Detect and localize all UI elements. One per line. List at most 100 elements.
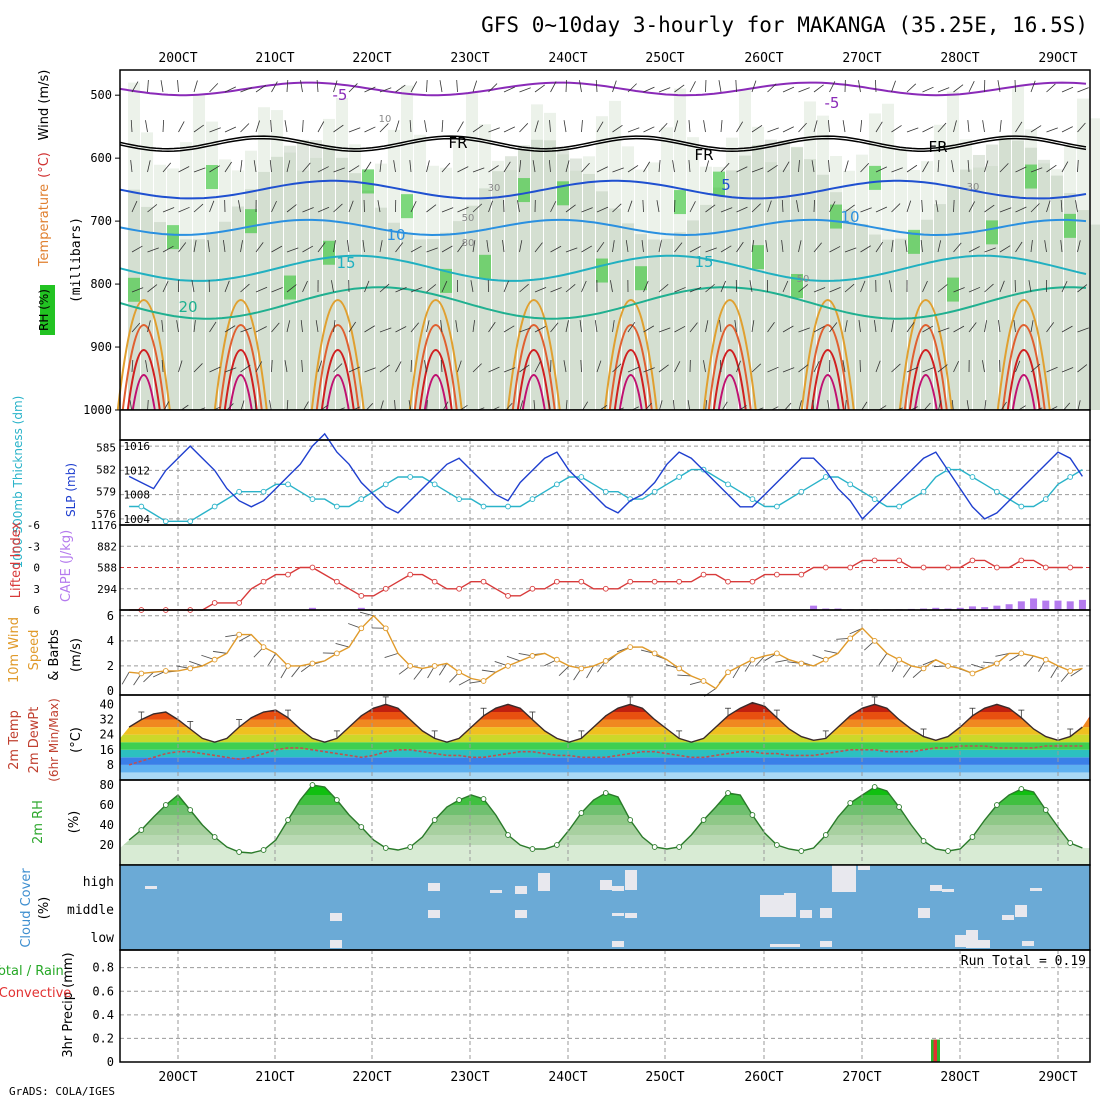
wind-barb [705, 247, 717, 253]
wind-barb [953, 84, 964, 93]
wind-barb [953, 287, 965, 293]
lifted-index-point [798, 571, 805, 578]
wind-barb [193, 124, 204, 133]
wind-barb [798, 160, 800, 173]
wind-barb [937, 87, 950, 93]
wind-barb [798, 364, 809, 373]
wind-barb [627, 200, 633, 213]
top-date-label: 26OCT [744, 51, 783, 66]
rh-shade-column [1051, 169, 1063, 410]
wind-barb [240, 240, 243, 253]
rh2m-point [945, 848, 951, 854]
isotherm-label: 15 [694, 253, 713, 271]
wind10-barb [506, 655, 521, 662]
wind-barb [519, 160, 522, 173]
wind-barb [596, 241, 605, 253]
wind-barb [426, 284, 437, 293]
wind-barb [348, 165, 360, 173]
isotherm-warm-plume [228, 374, 253, 411]
isotherm-warm-plume [310, 299, 365, 411]
wind-barb [719, 320, 722, 333]
wind-barb [643, 325, 655, 333]
rh-shade-column [596, 191, 608, 410]
wind-barb [409, 160, 412, 173]
wind10-barb [824, 650, 839, 654]
thickness-point [651, 488, 658, 495]
lifted-index-point [211, 600, 218, 606]
wind-barb [782, 280, 789, 293]
wind-barb [922, 161, 929, 173]
wind-barb [813, 287, 826, 293]
isotherm-label: 5 [721, 176, 731, 194]
rh2m-point [260, 847, 267, 853]
wind-barb [581, 207, 593, 213]
wind-barb [395, 361, 402, 373]
thickness-point [260, 488, 267, 495]
lifted-index-point [822, 564, 829, 571]
rh2m-unit-label: (%) [67, 811, 82, 834]
cloud-cover-cell [490, 890, 502, 893]
wind-barb [410, 359, 412, 373]
wind-barb [379, 283, 390, 293]
thickness-point [382, 481, 389, 488]
cape-bar [1042, 600, 1050, 610]
wind-barb [565, 320, 569, 333]
bottom-date-label: 27OCT [842, 1070, 881, 1085]
rh-contour-label: 30 [488, 183, 501, 194]
wind-barb [426, 204, 437, 213]
rh-moist-patch [440, 268, 452, 293]
wind10-speed-point [822, 656, 829, 663]
rh-shade-column [778, 140, 790, 410]
wind-barb [705, 320, 709, 333]
isotherm-warm-plume [1011, 374, 1036, 411]
thickness-line [129, 468, 1083, 522]
wind-barb [782, 325, 794, 333]
rh-moist-patch [401, 194, 413, 219]
wind-barb [346, 240, 350, 253]
isotherm-warm-plume [717, 374, 742, 411]
thickness-point [1042, 496, 1049, 502]
temp-band [120, 764, 1090, 773]
rh-shade-column [271, 110, 283, 411]
wind-barb [625, 240, 629, 253]
rh-band [120, 795, 1090, 805]
bottom-date-label: 21OCT [255, 1070, 294, 1085]
wind10-speed-point [578, 665, 585, 672]
wind-barb [302, 119, 304, 133]
rh-shade-column [258, 107, 270, 411]
wind-barb [813, 120, 818, 133]
rh-moist-patch [128, 277, 140, 302]
cloud-cover-cell [770, 944, 800, 947]
chart-title: GFS 0~10day 3-hourly for MAKANGA (35.25E… [481, 13, 1088, 37]
lifted-index-point [969, 557, 976, 564]
wind10-speed-point [309, 660, 316, 667]
wind-barb [364, 86, 376, 93]
wind-barb [829, 246, 841, 253]
rh-shade-column [219, 159, 231, 410]
wind-barb [424, 360, 427, 373]
wind-barb [286, 79, 289, 93]
rh-shade-column [674, 88, 686, 411]
wind-barb [953, 199, 955, 213]
thickness-point [211, 503, 218, 510]
wind-barb [240, 123, 250, 133]
wind-barb [921, 199, 923, 213]
wind-barb [410, 287, 423, 293]
thickness-point [554, 481, 560, 488]
wind-barb [502, 240, 505, 253]
wind-barb [922, 126, 934, 133]
cloud-cover-cell [966, 930, 978, 948]
lifted-index-point [602, 585, 609, 592]
wind-barb [844, 320, 848, 333]
wind-barb [1030, 203, 1040, 213]
wind-barb [596, 206, 609, 213]
precip-tick-label: 0 [107, 1055, 114, 1069]
rh-shade-column [154, 164, 166, 410]
wind-barb [209, 83, 219, 93]
pressure-tick-label: 500 [90, 88, 112, 102]
wind-barb [782, 86, 795, 93]
rh-band [120, 835, 1090, 845]
lifted-index-point [700, 571, 707, 578]
isotherm-warm-plume [121, 324, 166, 411]
